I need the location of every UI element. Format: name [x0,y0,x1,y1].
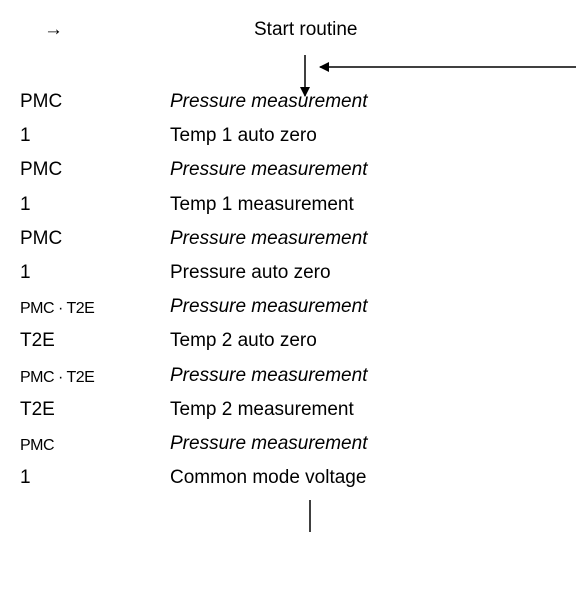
step-code: PMC · T2E [20,368,95,386]
arrow-symbol: → [44,19,63,40]
step-code: T2E [20,330,55,352]
step-code: 1 [20,193,31,215]
step-name: Pressure measurement [170,91,368,112]
step-code: 1 [20,125,31,147]
step-name: Temp 1 auto zero [170,125,317,147]
step-code: T2E [20,398,55,420]
step-code: 1 [20,467,31,489]
step-name: Common mode voltage [170,467,367,489]
step-code: PMC [20,159,63,181]
step-name: Temp 1 measurement [170,193,354,215]
step-code: PMC [20,437,55,454]
step-name: Pressure measurement [170,433,368,454]
step-code: 1 [20,262,31,283]
step-name: Temp 2 auto zero [170,330,317,352]
step-name: Pressure measurement [170,364,368,386]
step-name: Pressure measurement [170,227,368,249]
step-code: PMC · T2E [20,300,95,318]
step-code: PMC [20,91,63,112]
step-code: PMC [20,227,63,249]
step-name: Temp 2 measurement [170,398,354,420]
start-label: Start routine [254,19,358,40]
step-name: Pressure measurement [170,159,368,181]
step-name: Pressure auto zero [170,262,331,283]
step-name: Pressure measurement [170,296,368,318]
